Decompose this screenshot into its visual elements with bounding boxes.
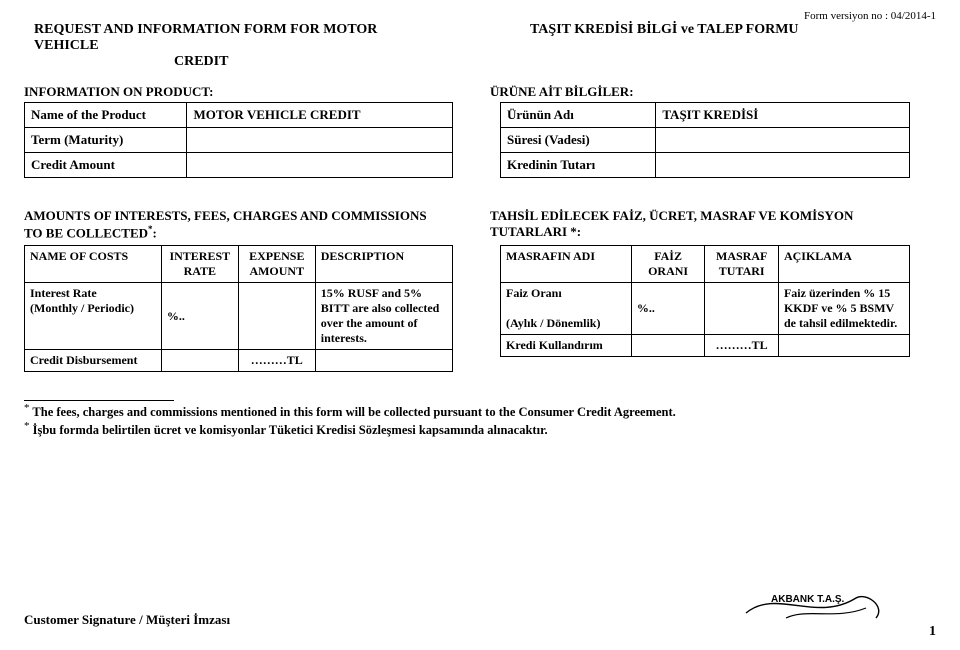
product-term-value-tr	[656, 128, 909, 153]
costs-h-desc-tr: AÇIKLAMA	[778, 246, 909, 283]
costs-table-en-wrap: NAME OF COSTS INTEREST RATE EXPENSE AMOU…	[24, 245, 480, 372]
costs-r2-desc-en	[315, 350, 452, 372]
footnote-tr-text: İşbu formda belirtilen ücret ve komisyon…	[30, 424, 548, 438]
amounts-header-en: AMOUNTS OF INTERESTS, FEES, CHARGES AND …	[24, 208, 470, 241]
footnote-en: * The fees, charges and commissions ment…	[24, 402, 936, 420]
product-table-en: Name of the Product MOTOR VEHICLE CREDIT…	[24, 102, 453, 178]
product-amount-value-tr	[656, 153, 909, 178]
product-name-value-tr: TAŞIT KREDİSİ	[656, 103, 909, 128]
costs-r2-desc-tr	[778, 335, 909, 357]
table-row: Credit Amount	[25, 153, 453, 178]
costs-r1-rate-tr: %..	[631, 283, 705, 335]
table-row: Interest Rate (Monthly / Periodic) %.. 1…	[25, 283, 453, 350]
amounts-headers-row: AMOUNTS OF INTERESTS, FEES, CHARGES AND …	[24, 208, 936, 241]
costs-r1-name-en-l1: Interest Rate	[30, 286, 97, 300]
costs-table-tr-wrap: MASRAFIN ADI FAİZ ORANI MASRAF TUTARI AÇ…	[480, 245, 936, 372]
title-row: REQUEST AND INFORMATION FORM FOR MOTOR V…	[24, 22, 936, 70]
table-row: Credit Disbursement ………TL	[25, 350, 453, 372]
costs-r1-name-tr: Faiz Oranı (Aylık / Dönemlik)	[501, 283, 632, 335]
product-amount-label-tr: Kredinin Tutarı	[501, 153, 656, 178]
footnote-divider	[24, 400, 174, 401]
table-row: Kredi Kullandırım ………TL	[501, 335, 910, 357]
customer-signature-label: Customer Signature / Müşteri İmzası	[24, 612, 230, 628]
costs-r1-name-en-l2: (Monthly / Periodic)	[30, 301, 134, 315]
product-term-label-tr: Süresi (Vadesi)	[501, 128, 656, 153]
table-row: Faiz Oranı (Aylık / Dönemlik) %.. Faiz ü…	[501, 283, 910, 335]
section-header-en: INFORMATION ON PRODUCT:	[24, 84, 470, 100]
costs-r2-amt-tr: ………TL	[705, 335, 779, 357]
footnote-tr: * İşbu formda belirtilen ücret ve komisy…	[24, 420, 936, 438]
costs-h-rate-en: INTEREST RATE	[161, 246, 238, 283]
amounts-header-tr-l1: TAHSİL EDİLECEK FAİZ, ÜCRET, MASRAF VE K…	[490, 208, 853, 223]
costs-r1-desc-en: 15% RUSF and 5% BITT are also collected …	[315, 283, 452, 350]
product-amount-value-en	[187, 153, 452, 178]
amounts-header-en-l1: AMOUNTS OF INTERESTS, FEES, CHARGES AND …	[24, 208, 427, 223]
table-row: Name of the Product MOTOR VEHICLE CREDIT	[25, 103, 453, 128]
costs-r2-name-en: Credit Disbursement	[25, 350, 162, 372]
product-table-tr-wrap: Ürünün Adı TAŞIT KREDİSİ Süresi (Vadesi)…	[480, 102, 936, 178]
product-name-value-en: MOTOR VEHICLE CREDIT	[187, 103, 452, 128]
costs-tables-row: NAME OF COSTS INTEREST RATE EXPENSE AMOU…	[24, 245, 936, 372]
footnote-en-text: The fees, charges and commissions mentio…	[30, 405, 676, 419]
costs-r2-rate-en	[161, 350, 238, 372]
product-tables-row: Name of the Product MOTOR VEHICLE CREDIT…	[24, 102, 936, 178]
product-table-en-wrap: Name of the Product MOTOR VEHICLE CREDIT…	[24, 102, 480, 178]
bank-signature: AKBANK T.A.Ş.	[726, 578, 936, 628]
table-row: Kredinin Tutarı	[501, 153, 910, 178]
costs-h-desc-en: DESCRIPTION	[315, 246, 452, 283]
costs-table-en: NAME OF COSTS INTEREST RATE EXPENSE AMOU…	[24, 245, 453, 372]
amounts-header-tr: TAHSİL EDİLECEK FAİZ, ÜCRET, MASRAF VE K…	[470, 208, 936, 241]
product-table-tr: Ürünün Adı TAŞIT KREDİSİ Süresi (Vadesi)…	[500, 102, 910, 178]
product-section-headers: INFORMATION ON PRODUCT: ÜRÜNE AİT BİLGİL…	[24, 84, 936, 100]
product-term-label-en: Term (Maturity)	[25, 128, 187, 153]
costs-r1-amt-tr	[705, 283, 779, 335]
amounts-header-en-colon: :	[153, 225, 157, 240]
product-term-value-en	[187, 128, 452, 153]
table-row: Term (Maturity)	[25, 128, 453, 153]
table-row: Ürünün Adı TAŞIT KREDİSİ	[501, 103, 910, 128]
costs-h-amt-tr: MASRAF TUTARI	[705, 246, 779, 283]
costs-h-name-tr: MASRAFIN ADI	[501, 246, 632, 283]
costs-r2-name-tr: Kredi Kullandırım	[501, 335, 632, 357]
product-name-label-en: Name of the Product	[25, 103, 187, 128]
costs-r1-rate-en: %..	[161, 283, 238, 350]
costs-r1-name-en: Interest Rate (Monthly / Periodic)	[25, 283, 162, 350]
costs-r2-amt-en: ………TL	[238, 350, 315, 372]
costs-h-name-en: NAME OF COSTS	[25, 246, 162, 283]
title-en-line1: REQUEST AND INFORMATION FORM FOR MOTOR V…	[34, 22, 377, 53]
title-tr: TAŞIT KREDİSİ BİLGİ ve TALEP FORMU	[440, 22, 936, 70]
amounts-header-tr-l2: TUTARLARI *:	[490, 224, 581, 239]
product-amount-label-en: Credit Amount	[25, 153, 187, 178]
costs-h-rate-tr: FAİZ ORANI	[631, 246, 705, 283]
costs-r2-rate-tr	[631, 335, 705, 357]
page-number: 1	[929, 624, 936, 640]
table-row: NAME OF COSTS INTEREST RATE EXPENSE AMOU…	[25, 246, 453, 283]
costs-table-tr: MASRAFIN ADI FAİZ ORANI MASRAF TUTARI AÇ…	[500, 245, 910, 357]
title-en: REQUEST AND INFORMATION FORM FOR MOTOR V…	[24, 22, 440, 70]
title-en-line2: CREDIT	[34, 54, 228, 70]
costs-h-amt-en: EXPENSE AMOUNT	[238, 246, 315, 283]
section-header-tr: ÜRÜNE AİT BİLGİLER:	[470, 84, 936, 100]
signature-icon: AKBANK T.A.Ş.	[726, 578, 896, 628]
costs-r1-desc-tr: Faiz üzerinden % 15 KKDF ve % 5 BSMV de …	[778, 283, 909, 335]
signature-row: Customer Signature / Müşteri İmzası AKBA…	[24, 578, 936, 628]
costs-r1-amt-en	[238, 283, 315, 350]
table-row: MASRAFIN ADI FAİZ ORANI MASRAF TUTARI AÇ…	[501, 246, 910, 283]
footnotes: * The fees, charges and commissions ment…	[24, 400, 936, 438]
costs-r1-name-tr-l2: (Aylık / Dönemlik)	[506, 316, 600, 330]
product-name-label-tr: Ürünün Adı	[501, 103, 656, 128]
costs-r1-name-tr-l1: Faiz Oranı	[506, 286, 562, 300]
table-row: Süresi (Vadesi)	[501, 128, 910, 153]
amounts-header-en-l2: TO BE COLLECTED	[24, 225, 148, 240]
form-version: Form versiyon no : 04/2014-1	[804, 10, 936, 22]
